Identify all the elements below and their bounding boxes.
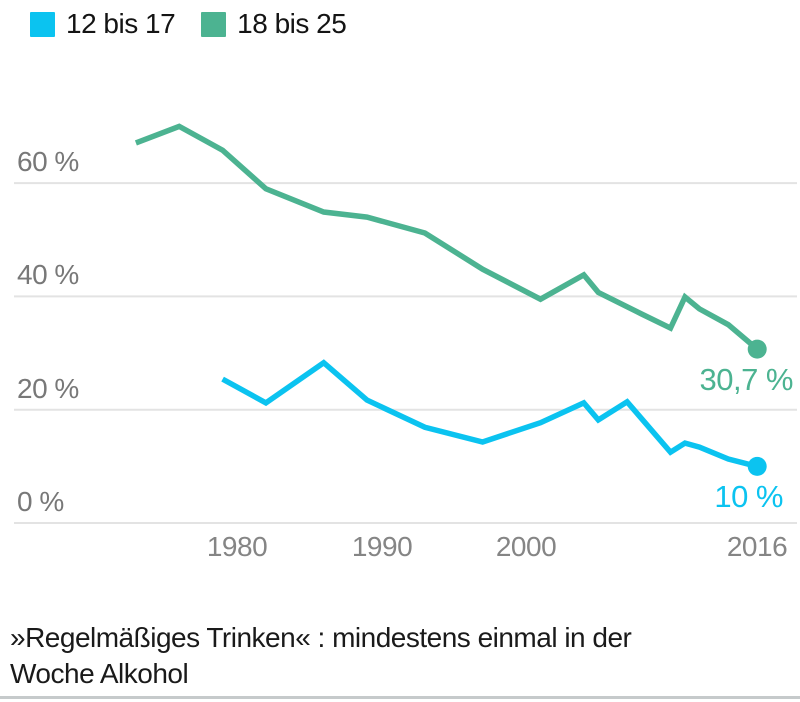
y-tick-label-0: 0 % xyxy=(17,486,64,517)
footnote-line-2: Woche Alkohol xyxy=(10,658,189,689)
x-tick-label-2016: 2016 xyxy=(726,531,788,562)
y-tick-label-20: 20 % xyxy=(17,373,79,404)
series-line-12-bis-17 xyxy=(221,359,758,470)
end-dot-18-bis-25 xyxy=(747,339,767,359)
line-chart-canvas xyxy=(14,123,797,524)
end-dot-12-bis-17 xyxy=(747,456,767,476)
chart-legend: 12 bis 17 18 bis 25 xyxy=(30,8,347,40)
y-tick-label-60: 60 % xyxy=(17,146,79,177)
series-line-18-bis-25 xyxy=(134,123,759,352)
legend-label-18-bis-25: 18 bis 25 xyxy=(237,8,347,39)
footnote-line-1: »Regelmäßiges Trinken« : mindestens einm… xyxy=(10,622,632,653)
legend-swatch-18-bis-25-icon xyxy=(201,11,227,37)
legend-label-12-bis-17: 12 bis 17 xyxy=(66,8,176,39)
end-value-label-12-bis-17: 10 % xyxy=(714,479,783,514)
y-tick-label-40: 40 % xyxy=(17,259,79,290)
chart-footnote: »Regelmäßiges Trinken« : mindestens einm… xyxy=(10,620,632,692)
legend-item-12-bis-17: 12 bis 17 xyxy=(30,8,176,40)
legend-swatch-12-bis-17-icon xyxy=(30,11,55,37)
x-tick-label-1990: 1990 xyxy=(351,531,413,562)
end-value-label-18-bis-25: 30,7 % xyxy=(699,362,793,397)
x-tick-label-1980: 1980 xyxy=(206,531,268,562)
x-tick-label-2000: 2000 xyxy=(495,531,557,562)
legend-item-18-bis-25: 18 bis 25 xyxy=(201,8,347,40)
bottom-divider xyxy=(0,696,800,699)
